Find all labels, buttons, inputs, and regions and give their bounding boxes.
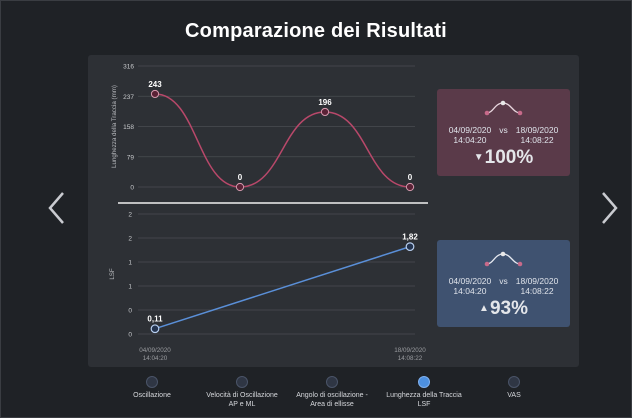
card-date-from: 04/09/2020: [448, 276, 492, 286]
card-percent-change: ▼100%: [437, 147, 570, 169]
card-time-to: 14:08:22: [520, 286, 554, 296]
comparison-card-lsf: 04/09/2020 14:04:20 vs 18/09/2020 14:08:22…: [437, 240, 570, 327]
nav-item-angolo-oscillazione[interactable]: Angolo di oscillazione - Area di ellisse: [287, 376, 377, 409]
trend-sparkline-icon: [484, 251, 523, 267]
nav-item-oscillazione[interactable]: Oscillazione: [107, 376, 197, 401]
nav-label: Oscillazione: [133, 392, 171, 399]
card-date-to: 18/09/2020: [515, 276, 559, 286]
chevron-right-icon: [602, 192, 618, 224]
card-date-from: 04/09/2020: [448, 125, 492, 135]
nav-dot: [508, 376, 520, 388]
nav-label: Velocità di Oscillazione AP e ML: [206, 392, 278, 408]
nav-item-velocita-oscillazione[interactable]: Velocità di Oscillazione AP e ML: [197, 376, 287, 409]
nav-label: Angolo di oscillazione - Area di ellisse: [296, 392, 368, 408]
card-time-from: 14:04:20: [453, 286, 487, 296]
card-percent-change: ▲93%: [437, 298, 570, 320]
card-vs: vs: [499, 276, 508, 286]
metric-nav: Oscillazione Velocità di Oscillazione AP …: [0, 376, 632, 416]
nav-item-lunghezza-traccia[interactable]: Lunghezza della Traccia LSF: [379, 376, 469, 409]
card-percent-value: 93%: [489, 298, 528, 319]
decrease-arrow-icon: ▼: [473, 152, 484, 164]
comparison-card-track-length: 04/09/2020 14:04:20 vs 18/09/2020 14:08:22…: [437, 89, 570, 176]
nav-dot: [236, 376, 248, 388]
trend-sparkline-icon: [484, 100, 523, 116]
card-vs: vs: [499, 125, 508, 135]
card-percent-value: 100%: [484, 147, 534, 168]
nav-item-vas[interactable]: VAS: [469, 376, 559, 401]
card-date-to: 18/09/2020: [515, 125, 559, 135]
nav-dot: [146, 376, 158, 388]
nav-dot-active: [418, 376, 430, 388]
increase-arrow-icon: ▲: [479, 303, 489, 315]
nav-dot: [326, 376, 338, 388]
nav-label: VAS: [507, 392, 521, 399]
card-time-to: 14:08:22: [520, 135, 554, 145]
card-time-from: 14:04:20: [453, 135, 487, 145]
page-title: Comparazione dei Risultati: [185, 20, 447, 42]
nav-label: Lunghezza della Traccia LSF: [386, 392, 462, 408]
next-arrow-button[interactable]: [598, 190, 620, 226]
chevron-left-icon: [48, 192, 64, 224]
previous-arrow-button[interactable]: [46, 190, 68, 226]
